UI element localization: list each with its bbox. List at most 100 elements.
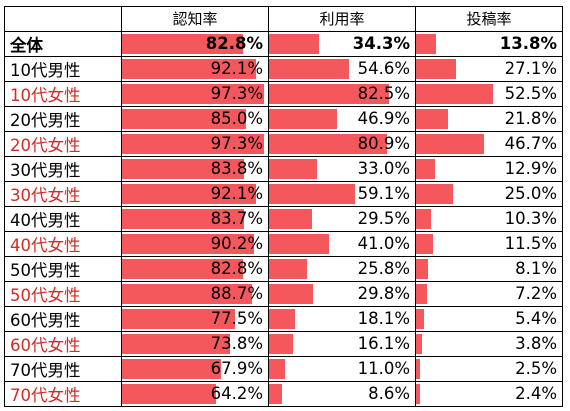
table-row: 50代女性 88.7% 29.8% 7.2% bbox=[4, 280, 563, 307]
usage-value: 80.9% bbox=[357, 134, 410, 154]
row-label: 30代女性 bbox=[4, 180, 122, 207]
row-label: 全体 bbox=[4, 30, 122, 57]
awareness-cell: 83.8% bbox=[121, 155, 269, 182]
usage-bar bbox=[269, 283, 313, 304]
usage-bar bbox=[269, 158, 318, 179]
posting-value: 13.8% bbox=[499, 34, 557, 54]
posting-cell: 11.5% bbox=[415, 230, 563, 257]
awareness-value: 85.0% bbox=[210, 109, 263, 129]
usage-bar bbox=[269, 183, 356, 204]
usage-cell: 82.5% bbox=[268, 80, 416, 107]
awareness-value: 82.8% bbox=[205, 34, 263, 54]
table-row: 60代男性 77.5% 18.1% 5.4% bbox=[4, 305, 563, 332]
usage-cell: 18.1% bbox=[268, 305, 416, 332]
awareness-bar bbox=[122, 383, 216, 404]
usage-bar bbox=[269, 333, 293, 354]
usage-value: 46.9% bbox=[357, 109, 410, 129]
table-row: 70代男性 67.9% 11.0% 2.5% bbox=[4, 355, 563, 382]
usage-value: 29.8% bbox=[357, 284, 410, 304]
usage-value: 18.1% bbox=[357, 309, 410, 329]
usage-bar bbox=[269, 233, 329, 254]
posting-cell: 8.1% bbox=[415, 255, 563, 282]
posting-cell: 13.8% bbox=[415, 30, 563, 57]
awareness-value: 88.7% bbox=[210, 284, 263, 304]
row-label: 30代男性 bbox=[4, 155, 122, 182]
table-row: 20代男性 85.0% 46.9% 21.8% bbox=[4, 105, 563, 132]
awareness-cell: 83.7% bbox=[121, 205, 269, 232]
row-label: 40代男性 bbox=[4, 205, 122, 232]
total-row: 全体 82.8% 34.3% 13.8% bbox=[4, 30, 563, 57]
table-body: 全体 82.8% 34.3% 13.8% 10代男性 92.1% 54.6% 27.1% 10代… bbox=[4, 30, 563, 407]
posting-value: 25.0% bbox=[504, 184, 557, 204]
usage-value: 34.3% bbox=[352, 34, 410, 54]
posting-value: 7.2% bbox=[515, 284, 557, 304]
usage-cell: 80.9% bbox=[268, 130, 416, 157]
awareness-bar bbox=[122, 33, 243, 54]
awareness-cell: 85.0% bbox=[121, 105, 269, 132]
posting-cell: 25.0% bbox=[415, 180, 563, 207]
usage-cell: 8.6% bbox=[268, 380, 416, 407]
posting-cell: 2.5% bbox=[415, 355, 563, 382]
posting-bar bbox=[416, 33, 437, 54]
table-row: 40代女性 90.2% 41.0% 11.5% bbox=[4, 230, 563, 257]
row-label: 10代男性 bbox=[4, 55, 122, 82]
awareness-value: 92.1% bbox=[210, 59, 263, 79]
header-corner-cell bbox=[4, 6, 122, 32]
table-row: 70代女性 64.2% 8.6% 2.4% bbox=[4, 380, 563, 407]
usage-value: 29.5% bbox=[357, 209, 410, 229]
posting-bar bbox=[416, 283, 427, 304]
awareness-bar bbox=[122, 183, 257, 204]
posting-bar bbox=[416, 383, 420, 404]
awareness-bar bbox=[122, 133, 265, 154]
posting-bar bbox=[416, 133, 485, 154]
usage-bar bbox=[269, 33, 320, 54]
row-label: 60代男性 bbox=[4, 305, 122, 332]
awareness-bar bbox=[122, 308, 236, 329]
usage-value: 11.0% bbox=[357, 359, 410, 379]
posting-bar bbox=[416, 358, 420, 379]
awareness-value: 92.1% bbox=[210, 184, 263, 204]
table-row: 10代女性 97.3% 82.5% 52.5% bbox=[4, 80, 563, 107]
usage-cell: 41.0% bbox=[268, 230, 416, 257]
posting-bar bbox=[416, 308, 424, 329]
usage-bar bbox=[269, 83, 390, 104]
awareness-cell: 92.1% bbox=[121, 55, 269, 82]
table-row: 30代男性 83.8% 33.0% 12.9% bbox=[4, 155, 563, 182]
awareness-cell: 82.8% bbox=[121, 30, 269, 57]
awareness-cell: 92.1% bbox=[121, 180, 269, 207]
usage-cell: 16.1% bbox=[268, 330, 416, 357]
posting-bar bbox=[416, 233, 433, 254]
awareness-bar bbox=[122, 158, 245, 179]
usage-value: 82.5% bbox=[357, 84, 410, 104]
posting-bar bbox=[416, 158, 435, 179]
posting-cell: 2.4% bbox=[415, 380, 563, 407]
posting-value: 52.5% bbox=[504, 84, 557, 104]
usage-bar bbox=[269, 58, 349, 79]
row-label: 20代男性 bbox=[4, 105, 122, 132]
row-label: 50代女性 bbox=[4, 280, 122, 307]
posting-value: 12.9% bbox=[504, 159, 557, 179]
awareness-cell: 64.2% bbox=[121, 380, 269, 407]
usage-value: 25.8% bbox=[357, 259, 410, 279]
awareness-cell: 82.8% bbox=[121, 255, 269, 282]
posting-value: 27.1% bbox=[504, 59, 557, 79]
posting-bar bbox=[416, 333, 422, 354]
awareness-bar bbox=[122, 58, 257, 79]
row-label: 50代男性 bbox=[4, 255, 122, 282]
usage-value: 59.1% bbox=[357, 184, 410, 204]
posting-bar bbox=[416, 183, 453, 204]
table-row: 60代女性 73.8% 16.1% 3.8% bbox=[4, 330, 563, 357]
posting-cell: 52.5% bbox=[415, 80, 563, 107]
header-posting: 投稿率 bbox=[415, 6, 563, 32]
posting-cell: 5.4% bbox=[415, 305, 563, 332]
row-label: 20代女性 bbox=[4, 130, 122, 157]
awareness-cell: 77.5% bbox=[121, 305, 269, 332]
awareness-cell: 97.3% bbox=[121, 80, 269, 107]
awareness-bar bbox=[122, 333, 230, 354]
awareness-value: 90.2% bbox=[210, 234, 263, 254]
awareness-bar bbox=[122, 258, 243, 279]
row-label: 40代女性 bbox=[4, 230, 122, 257]
usage-cell: 59.1% bbox=[268, 180, 416, 207]
usage-bar bbox=[269, 258, 307, 279]
usage-cell: 34.3% bbox=[268, 30, 416, 57]
